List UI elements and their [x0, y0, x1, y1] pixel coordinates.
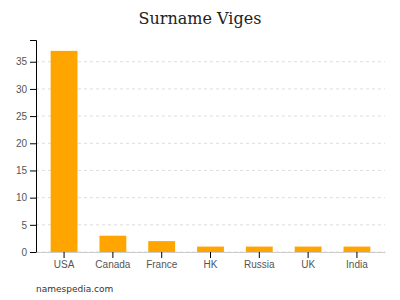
x-tick-mark: [308, 252, 309, 258]
y-tick: 10: [16, 192, 36, 203]
y-axis: 0 5 10 15 20 25 30 35: [16, 41, 37, 258]
bar: [148, 241, 175, 252]
y-tick-mark: [30, 62, 36, 63]
x-tick: USA: [54, 252, 75, 270]
x-tick-mark: [259, 252, 260, 258]
y-tick: 35: [16, 56, 36, 67]
grid-line: [36, 88, 385, 89]
y-tick-mark: [30, 252, 36, 253]
bar: [344, 247, 371, 252]
bar: [246, 247, 273, 252]
x-tick: UK: [301, 252, 315, 270]
y-tick-mark: [30, 89, 36, 90]
grid-line: [36, 170, 385, 171]
chart-svg: 0 5 10 15 20 25 30 35 USA Canada France HK Russia UK I…: [0, 0, 400, 300]
grid-line: [36, 143, 385, 144]
x-tick-mark: [210, 252, 211, 258]
y-tick-label: 20: [16, 138, 28, 149]
y-tick-mark: [30, 116, 36, 117]
y-tick-label: 5: [21, 220, 27, 231]
x-tick: Canada: [95, 252, 130, 270]
x-tick: France: [146, 252, 178, 270]
grid: [36, 62, 385, 252]
y-tick: 30: [16, 84, 36, 95]
y-tick: 15: [16, 165, 36, 176]
x-tick-label: UK: [301, 259, 315, 270]
y-tick-label: 0: [21, 247, 27, 258]
bars: [51, 51, 371, 252]
y-tick-mark: [30, 225, 36, 226]
y-axis-line: [30, 41, 37, 253]
y-tick: 20: [16, 138, 36, 149]
x-tick-mark: [112, 252, 113, 258]
x-tick-label: HK: [204, 259, 218, 270]
y-tick-label: 15: [16, 165, 28, 176]
x-tick-label: Russia: [244, 259, 275, 270]
y-tick-mark: [30, 198, 36, 199]
y-tick-mark: [30, 143, 36, 144]
grid-line: [36, 197, 385, 198]
y-tick: 5: [21, 220, 36, 231]
y-tick: 25: [16, 111, 36, 122]
bar: [99, 236, 126, 252]
y-tick: 0: [21, 247, 36, 258]
bar: [295, 247, 322, 252]
x-tick-mark: [161, 252, 162, 258]
x-tick: Russia: [244, 252, 275, 270]
x-tick-label: France: [146, 259, 178, 270]
plot-area: 0 5 10 15 20 25 30 35 USA Canada France HK Russia UK I…: [16, 41, 386, 271]
title: Surname Viges: [139, 9, 262, 28]
y-tick-label: 35: [16, 56, 28, 67]
grid-line: [36, 61, 385, 62]
x-tick-mark: [64, 252, 65, 258]
annotation: namespedia.com: [36, 284, 113, 294]
y-tick-label: 10: [16, 192, 28, 203]
y-tick-label: 30: [16, 84, 28, 95]
x-tick-label: India: [346, 259, 368, 270]
chart-container: 0 5 10 15 20 25 30 35 USA Canada France HK Russia UK I…: [0, 0, 400, 300]
y-tick-label: 25: [16, 111, 28, 122]
x-tick: HK: [204, 252, 218, 270]
x-tick-label: Canada: [95, 259, 130, 270]
bar: [197, 247, 224, 252]
grid-line: [36, 116, 385, 117]
x-tick-mark: [356, 252, 357, 258]
x-axis: USA Canada France HK Russia UK India: [37, 252, 386, 270]
bar: [51, 51, 78, 252]
x-tick: India: [346, 252, 368, 270]
grid-line: [36, 224, 385, 225]
y-tick-mark: [30, 170, 36, 171]
x-tick-label: USA: [54, 259, 75, 270]
